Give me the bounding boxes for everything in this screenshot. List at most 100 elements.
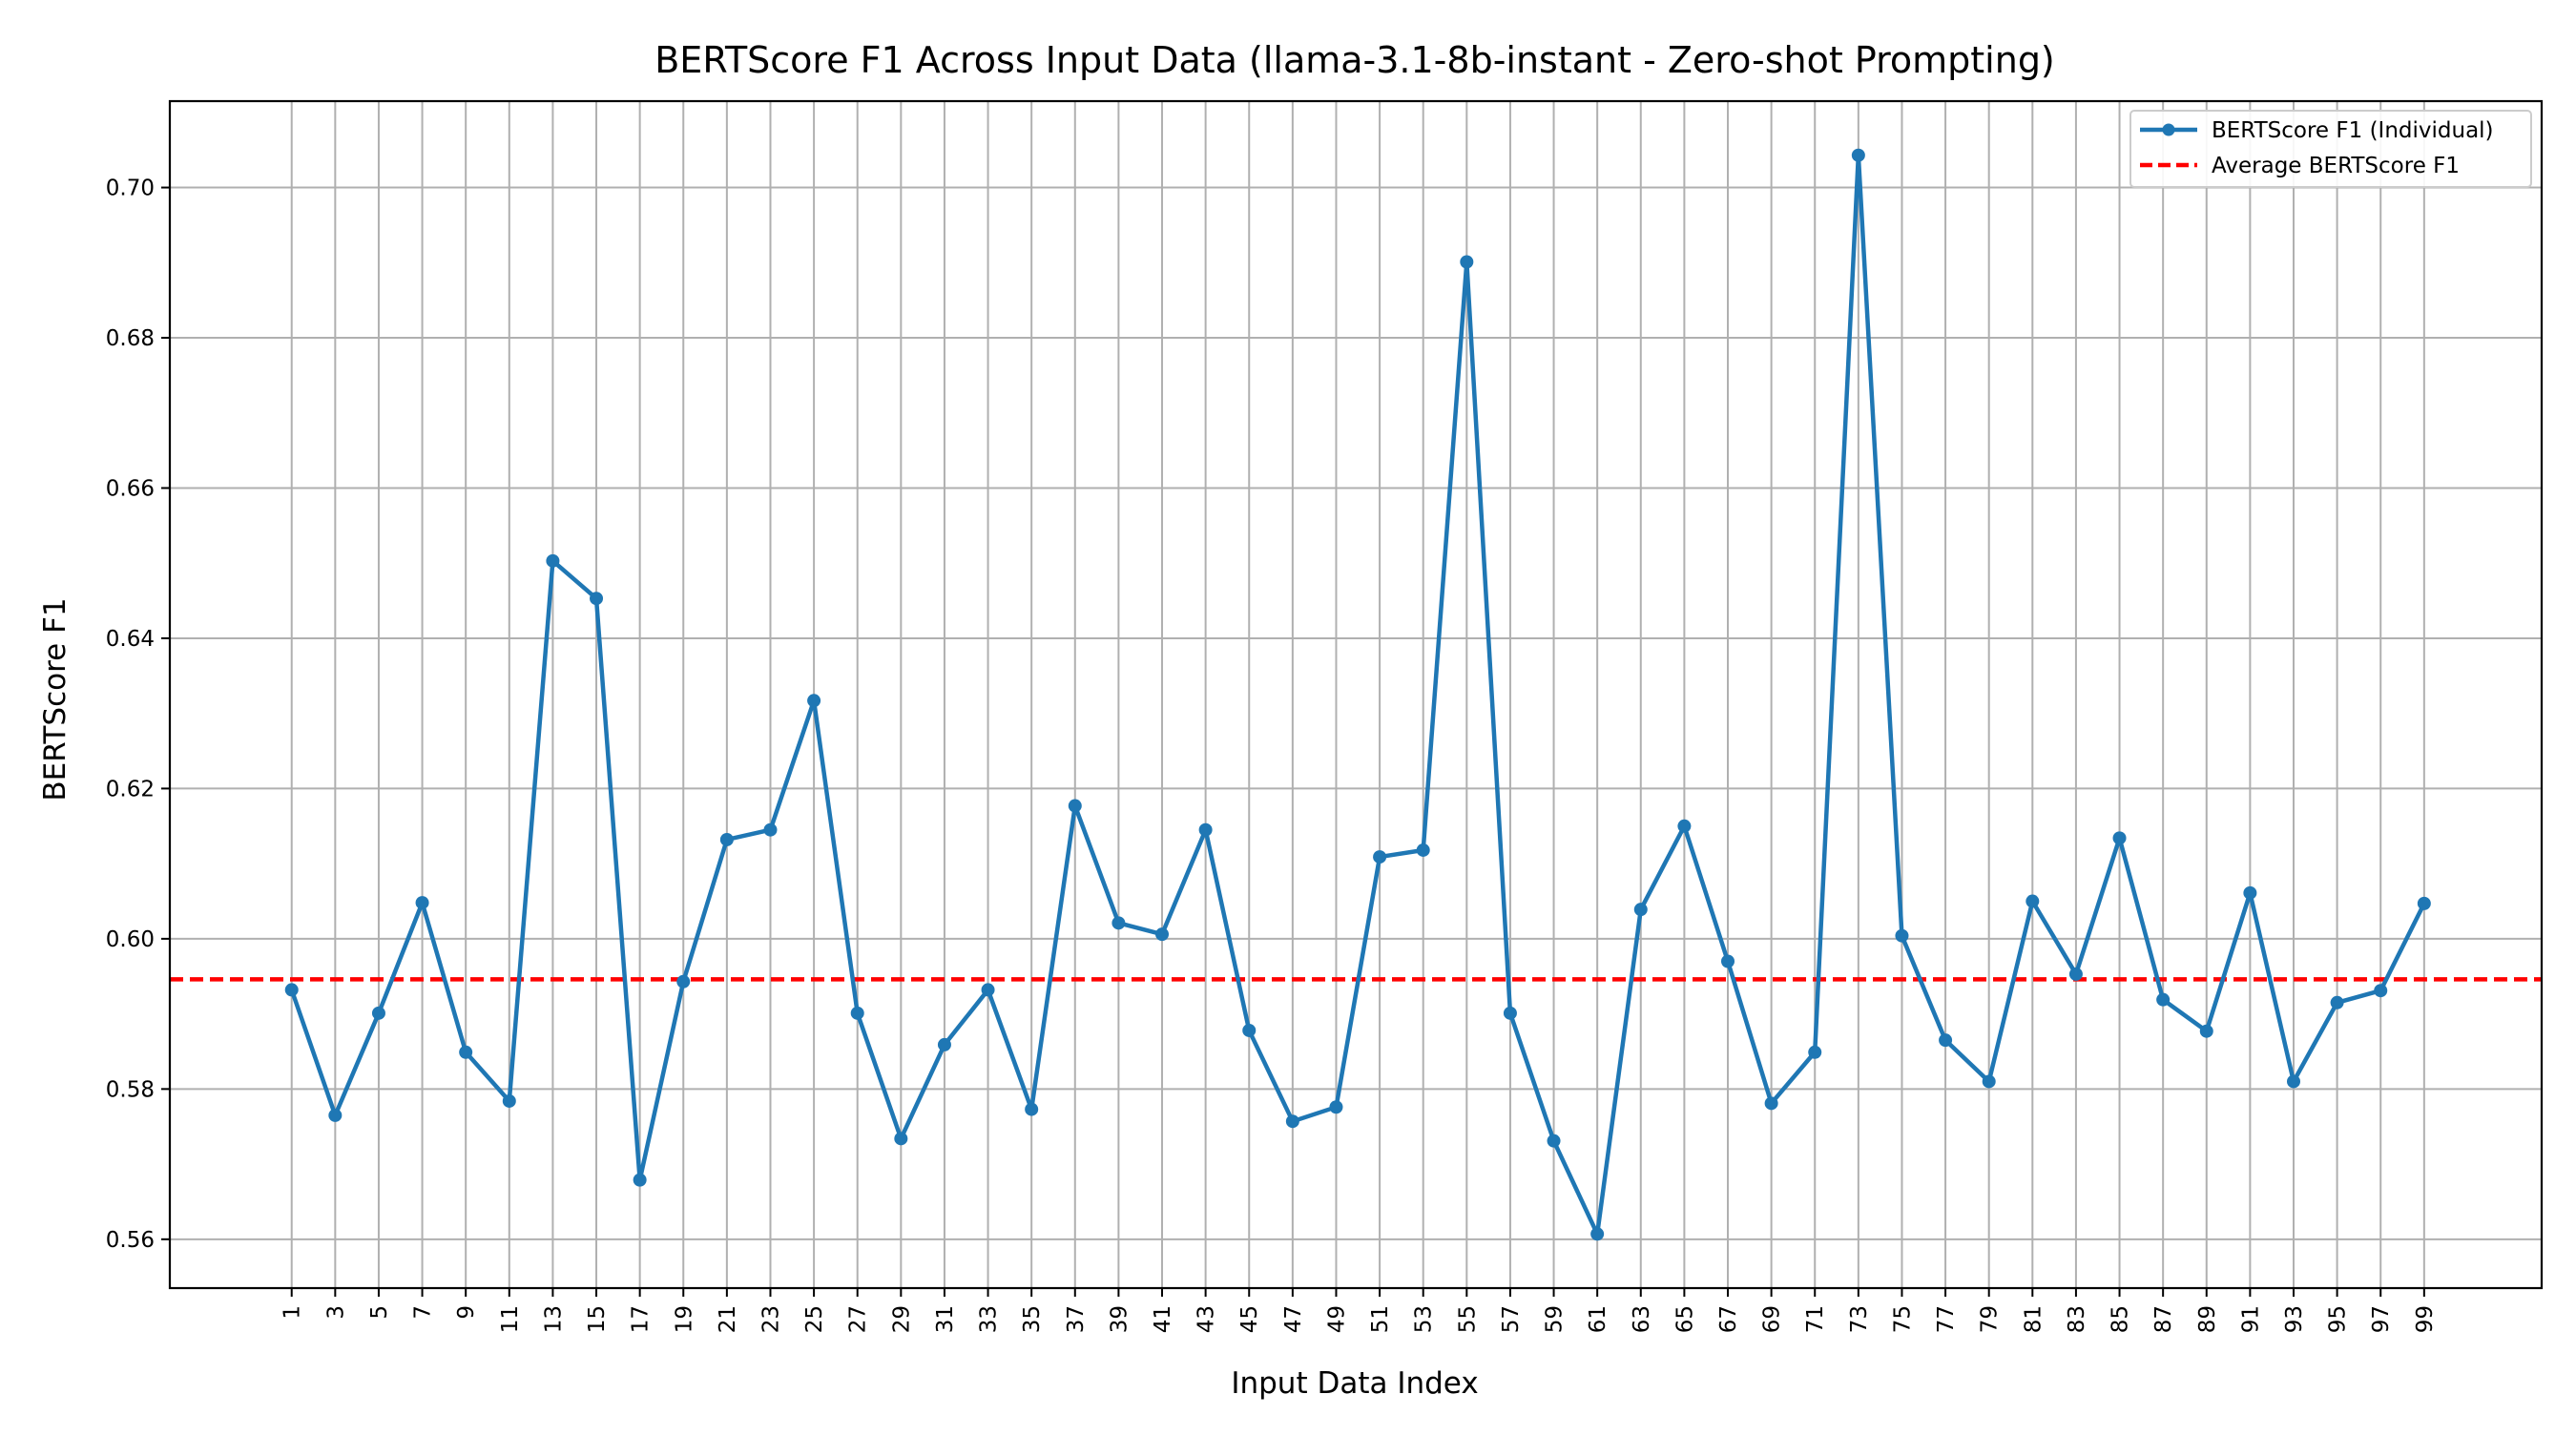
x-axis-label: Input Data Index [1231, 1366, 1478, 1401]
y-tick-label: 0.60 [106, 927, 155, 952]
data-point [1764, 1096, 1778, 1111]
x-tick-label: 91 [2238, 1305, 2263, 1333]
data-point [2068, 967, 2083, 981]
data-point [2243, 885, 2257, 900]
data-point [371, 1006, 385, 1020]
data-point [894, 1132, 908, 1146]
data-point [546, 553, 560, 568]
x-tick-label: 83 [2065, 1305, 2089, 1333]
data-point [1590, 1227, 1605, 1241]
y-tick-label: 0.62 [106, 777, 155, 801]
x-tick-label: 53 [1412, 1305, 1437, 1333]
plot-frame [168, 99, 2544, 1290]
x-tick-label: 17 [629, 1305, 654, 1333]
data-point [1329, 1100, 1343, 1114]
x-tick-label: 67 [1716, 1305, 1741, 1333]
data-point [2156, 992, 2171, 1007]
data-point [459, 1045, 473, 1059]
x-tick-label: 71 [1803, 1305, 1828, 1333]
data-point [1503, 1006, 1517, 1020]
x-tick-label: 77 [1934, 1305, 1959, 1333]
y-axis-label: BERTScore F1 [38, 597, 73, 801]
x-tick-label: 9 [454, 1305, 479, 1320]
data-point [1068, 799, 1082, 813]
x-tick-label: 49 [1324, 1305, 1349, 1333]
data-point [1851, 148, 1865, 162]
x-tick-label: 39 [1107, 1305, 1132, 1333]
chart-title: BERTScore F1 Across Input Data (llama-3.… [654, 39, 2055, 81]
data-point [763, 822, 778, 837]
data-point [1633, 903, 1648, 917]
x-tick-label: 85 [2109, 1305, 2133, 1333]
data-point [676, 974, 691, 989]
legend-label-individual: BERTScore F1 (Individual) [2212, 118, 2494, 143]
x-tick-label: 13 [541, 1305, 566, 1333]
x-tick-label: 51 [1368, 1305, 1393, 1333]
x-tick-label: 1 [280, 1305, 305, 1320]
x-tick-label: 89 [2195, 1305, 2220, 1333]
legend-label-average: Average BERTScore F1 [2212, 154, 2460, 178]
x-tick-label: 21 [716, 1305, 740, 1333]
y-tick-label: 0.66 [106, 476, 155, 501]
y-tick-label: 0.70 [106, 177, 155, 201]
data-point [284, 983, 299, 997]
x-tick-label: 55 [1455, 1305, 1480, 1333]
x-tick-label: 31 [933, 1305, 958, 1333]
x-tick-label: 59 [1543, 1305, 1568, 1333]
x-tick-label: 87 [2151, 1305, 2176, 1333]
data-point [937, 1037, 951, 1051]
x-tick-label: 61 [1586, 1305, 1610, 1333]
data-point [1242, 1023, 1257, 1037]
x-tick-label: 73 [1847, 1305, 1872, 1333]
data-point [2286, 1074, 2300, 1089]
data-point [1808, 1045, 1822, 1059]
data-point [328, 1108, 343, 1122]
data-point [1373, 850, 1387, 864]
x-tick-label: 5 [367, 1305, 392, 1320]
y-tick-label: 0.68 [106, 326, 155, 351]
x-tick-label: 11 [498, 1305, 523, 1333]
data-point [2417, 896, 2431, 910]
x-tick-label: 81 [2021, 1305, 2046, 1333]
x-tick-label: 35 [1020, 1305, 1045, 1333]
data-point [2025, 894, 2040, 908]
y-tick-label: 0.58 [106, 1077, 155, 1102]
data-point [1721, 954, 1735, 968]
data-point [2374, 984, 2388, 998]
x-tick-label: 47 [1281, 1305, 1306, 1333]
x-tick-label: 27 [846, 1305, 871, 1333]
y-tick-label: 0.56 [106, 1228, 155, 1253]
legend-box [2129, 110, 2532, 188]
x-tick-label: 19 [672, 1305, 696, 1333]
data-point [590, 592, 604, 606]
x-tick-label: 43 [1195, 1305, 1219, 1333]
data-point [1547, 1134, 1561, 1148]
data-point [2112, 831, 2127, 845]
x-tick-label: 93 [2282, 1305, 2307, 1333]
data-point [633, 1173, 647, 1187]
legend: BERTScore F1 (Individual) Average BERTSc… [2129, 110, 2532, 188]
series-layer [284, 148, 2431, 1241]
data-point [2199, 1024, 2213, 1038]
legend-marker-individual [2162, 123, 2175, 136]
data-point [1460, 255, 1474, 269]
x-tick-label: 79 [1978, 1305, 2003, 1333]
x-tick-label: 15 [585, 1305, 610, 1333]
x-tick-label: 95 [2326, 1305, 2351, 1333]
y-tick-label: 0.64 [106, 627, 155, 652]
x-tick-label: 7 [411, 1305, 436, 1320]
x-tick-label: 57 [1499, 1305, 1524, 1333]
x-tick-label: 97 [2369, 1305, 2394, 1333]
data-point [415, 896, 429, 910]
data-point [1895, 928, 1909, 943]
x-tick-label: 29 [889, 1305, 914, 1333]
data-point [1982, 1074, 1996, 1089]
x-tick-label: 65 [1672, 1305, 1697, 1333]
x-axis-ticks: 1 3 5 7 9 11 13 15 17 19 21 23 25 27 29 31 33 35 37 39 41 43 4… [280, 1288, 2438, 1333]
x-tick-label: 3 [323, 1305, 348, 1320]
series-line-individual [289, 153, 2426, 1237]
x-tick-label: 41 [1151, 1305, 1175, 1333]
